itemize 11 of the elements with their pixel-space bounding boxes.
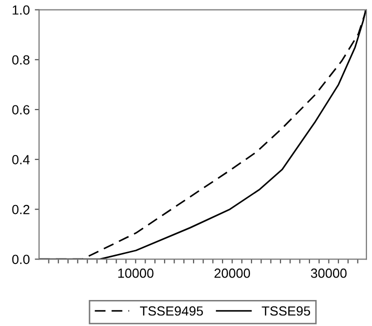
- y-tick-label: 1.0: [12, 5, 30, 15]
- legend-label: TSSE95: [262, 306, 310, 316]
- y-tick-label: 0.0: [12, 254, 30, 264]
- x-tick-label: 10000: [118, 268, 154, 278]
- x-tick-label: 20000: [214, 268, 250, 278]
- legend-label: TSSE9495: [140, 306, 203, 316]
- x-tick-label: 30000: [310, 268, 347, 278]
- y-tick-label: 0.6: [12, 105, 30, 114]
- y-tick-label: 0.2: [12, 204, 30, 214]
- y-tick-label: 0.8: [12, 55, 30, 65]
- y-tick-label: 0.4: [12, 154, 30, 164]
